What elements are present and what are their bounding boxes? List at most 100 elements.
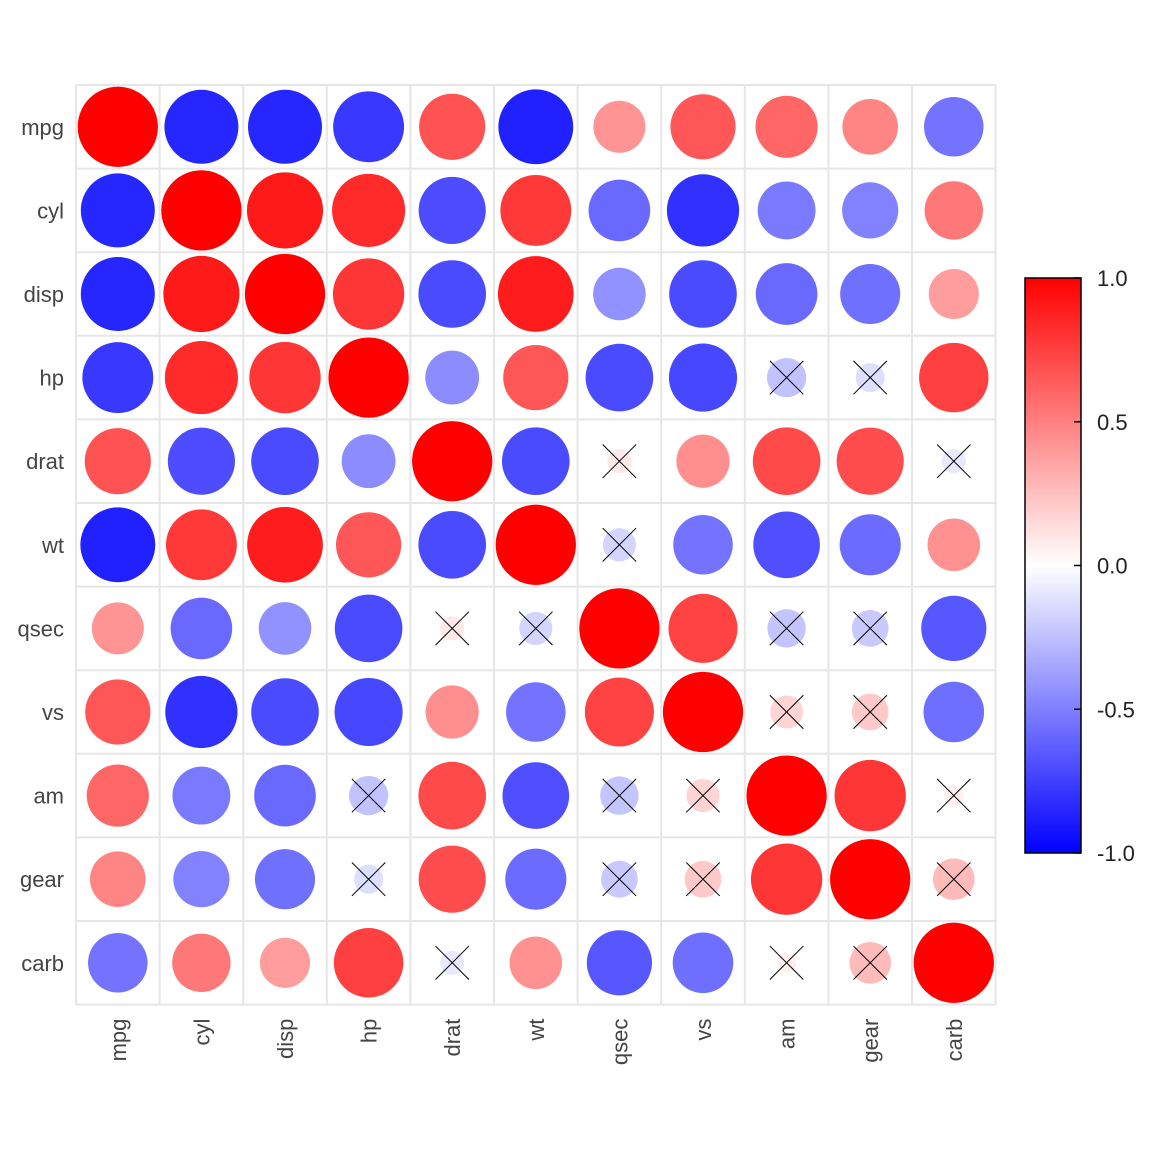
cell-mpg-wt — [498, 89, 574, 165]
correlation-circle — [336, 512, 402, 578]
correlation-circle — [928, 268, 979, 320]
correlation-circle — [753, 511, 820, 579]
legend-tick-label: 0.0 — [1097, 554, 1128, 579]
correlation-circle — [673, 515, 733, 575]
cell-drat-mpg — [84, 428, 151, 495]
cell-disp-hp — [332, 258, 405, 330]
correlation-circle — [418, 845, 486, 913]
correlation-circle — [752, 427, 821, 496]
insignificant-cross-mark — [769, 360, 804, 395]
correlation-circle — [927, 518, 981, 572]
correlation-circle — [84, 428, 151, 495]
correlation-circle — [163, 255, 240, 333]
cell-disp-gear — [840, 263, 901, 325]
correlation-circle — [248, 89, 322, 164]
correlation-circle — [593, 100, 646, 153]
cell-qsec-qsec — [579, 588, 660, 669]
correlation-circle — [923, 681, 985, 743]
correlation-circle — [668, 593, 738, 663]
cell-disp-qsec — [593, 267, 646, 321]
cell-gear-drat — [418, 845, 486, 913]
cell-wt-qsec — [602, 527, 637, 562]
correlation-circle — [755, 95, 818, 158]
cell-disp-disp — [244, 253, 326, 335]
insignificant-cross-mark — [602, 778, 637, 813]
insignificant-cross-mark — [769, 694, 804, 730]
correlation-circle — [913, 922, 994, 1003]
correlation-circle — [254, 849, 316, 910]
legend-tick-label: -0.5 — [1097, 697, 1135, 722]
cell-mpg-vs — [670, 94, 736, 160]
correlation-circle — [757, 181, 816, 240]
cell-hp-hp — [328, 337, 409, 418]
cell-cyl-gear — [842, 182, 899, 239]
cell-vs-vs — [662, 671, 744, 753]
cell-am-vs — [685, 778, 721, 813]
cell-hp-vs — [668, 343, 738, 412]
cell-cyl-vs — [666, 174, 740, 247]
insignificant-cross-mark — [602, 527, 637, 562]
column-label-carb: carb — [942, 1019, 967, 1062]
insignificant-cross-mark — [435, 611, 470, 646]
correlation-circle — [332, 258, 405, 330]
correlation-circle — [834, 759, 906, 832]
cell-am-mpg — [86, 764, 149, 827]
row-label-gear: gear — [20, 867, 64, 892]
correlation-circle — [165, 675, 238, 749]
correlation-circle — [88, 933, 148, 993]
correlation-circle — [672, 932, 734, 994]
cell-qsec-cyl — [170, 597, 233, 660]
cell-mpg-gear — [842, 99, 898, 155]
insignificant-cross-mark — [602, 444, 637, 479]
correlation-circle — [164, 89, 239, 164]
correlation-circle — [497, 256, 574, 332]
cell-cyl-hp — [332, 173, 406, 247]
column-label-hp: hp — [357, 1019, 382, 1043]
cell-hp-carb — [919, 342, 989, 413]
cell-cyl-disp — [246, 172, 324, 249]
cell-vs-qsec — [584, 677, 654, 747]
cell-wt-drat — [418, 510, 487, 579]
cell-cyl-carb — [924, 181, 984, 240]
correlation-circle — [503, 345, 569, 411]
correlation-circle — [498, 89, 574, 165]
correlation-circle — [924, 97, 984, 157]
cell-mpg-carb — [924, 97, 984, 157]
cell-disp-carb — [928, 268, 979, 320]
cell-wt-wt — [495, 504, 576, 585]
cell-hp-disp — [249, 341, 321, 414]
correlation-circle — [842, 99, 898, 155]
correlation-circle — [746, 755, 827, 836]
cell-vs-hp — [334, 677, 403, 747]
cell-qsec-mpg — [91, 602, 144, 655]
insignificant-cross-mark — [936, 444, 971, 479]
correlation-circle — [251, 427, 319, 496]
insignificant-cross-mark — [936, 778, 971, 813]
cell-cyl-cyl — [161, 170, 242, 251]
cell-am-wt — [502, 762, 570, 829]
cell-qsec-wt — [518, 611, 553, 646]
correlation-circle — [167, 427, 235, 495]
cell-hp-cyl — [164, 341, 238, 415]
correlation-circle — [172, 766, 231, 825]
cell-mpg-disp — [248, 89, 322, 164]
cell-qsec-am — [767, 609, 806, 648]
correlation-circle — [412, 421, 493, 502]
correlation-circle — [585, 343, 654, 412]
cell-am-gear — [834, 759, 906, 832]
correlation-circle — [91, 602, 144, 655]
cell-vs-mpg — [85, 679, 151, 745]
cell-hp-qsec — [585, 343, 654, 412]
cell-mpg-hp — [333, 91, 405, 163]
correlation-circle — [90, 851, 146, 907]
correlation-circle — [418, 260, 487, 328]
correlation-circle — [164, 341, 238, 415]
cell-vs-am — [769, 694, 804, 730]
cell-carb-wt — [509, 936, 563, 990]
cell-disp-drat — [418, 260, 487, 328]
correlation-circle — [246, 172, 324, 249]
correlation-circle — [77, 86, 158, 167]
cell-am-drat — [418, 761, 487, 830]
cell-drat-drat — [412, 421, 493, 502]
cell-disp-mpg — [80, 257, 155, 331]
